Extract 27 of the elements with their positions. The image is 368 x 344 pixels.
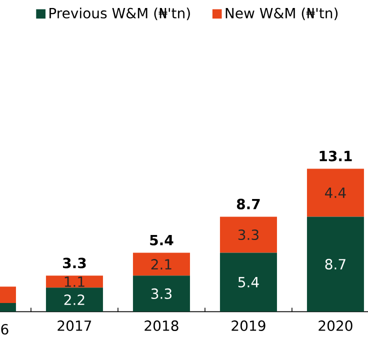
total-label: 5.4 [150,234,174,246]
bar [306,168,364,217]
data-label: 1.1 [64,276,84,287]
total-label: 8.7 [236,198,260,210]
data-label: 2.1 [151,259,172,270]
data-label: 3.3 [151,288,172,299]
data-label: 8.7 [325,258,346,270]
bar [306,216,364,312]
x-tick-label: 2020 [318,320,352,331]
total-label: 3.3 [63,258,86,268]
x-tick-label: 2019 [232,320,266,331]
data-label: 3.3 [238,229,258,240]
bar [132,276,190,312]
data-label: 2.2 [64,294,84,305]
x-tick-label: 2017 [58,320,92,331]
bar [46,276,103,288]
bar [220,252,277,312]
data-label: 5.4 [238,277,259,288]
legend-label: New W&M (₦'tn) [226,8,338,20]
legend-label: Previous W&M (₦'tn) [50,8,190,20]
bar [220,216,277,253]
x-tick-label: 2018 [144,320,178,331]
bar [132,252,190,276]
data-label: 4.4 [325,188,346,198]
total-label: 13.1 [320,150,352,162]
bar [46,288,103,312]
x-tick-label: 6 [1,324,8,335]
